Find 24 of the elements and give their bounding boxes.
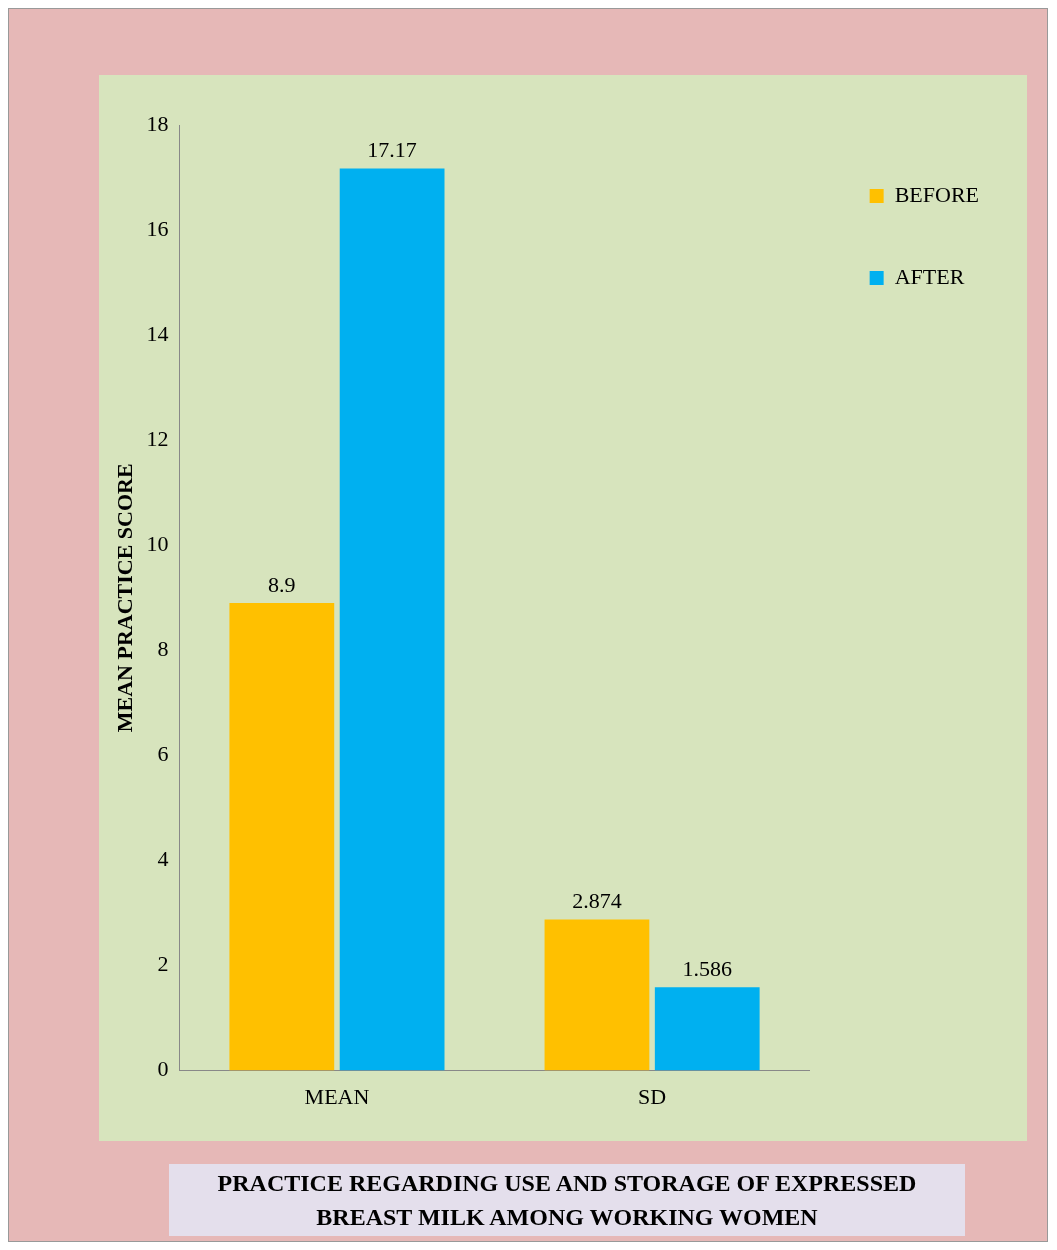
y-tick-label: 10 [146, 531, 169, 557]
y-tick-label: 0 [157, 1056, 169, 1082]
y-tick-label: 14 [146, 320, 169, 346]
bar [654, 987, 760, 1071]
y-tick-label: 2 [157, 951, 169, 977]
x-tick-label: SD [638, 1083, 667, 1109]
legend-label: BEFORE [894, 181, 980, 207]
y-tick-label: 6 [157, 741, 169, 767]
data-label: 1.586 [682, 956, 732, 982]
data-label: 17.17 [367, 137, 417, 163]
y-tick-label: 16 [146, 215, 169, 241]
bar [339, 168, 445, 1071]
y-tick-label: 4 [157, 846, 169, 872]
y-tick-label: 18 [146, 110, 169, 136]
y-tick-label: 8 [157, 636, 169, 662]
bar [229, 603, 335, 1071]
legend-label: AFTER [894, 263, 965, 289]
data-label: 8.9 [268, 571, 296, 597]
data-label: 2.874 [572, 888, 622, 914]
text: PRACTICE REGARDING USE AND STORAGE OF EXPRESSED BREAST MILK AMONG WORKING WOMEN [169, 1164, 965, 1236]
bar [544, 919, 650, 1071]
y-tick-label: 12 [146, 425, 169, 451]
y-axis-title: MEAN PRACTICE SCORE [111, 463, 137, 733]
x-tick-label: MEAN [304, 1083, 370, 1109]
